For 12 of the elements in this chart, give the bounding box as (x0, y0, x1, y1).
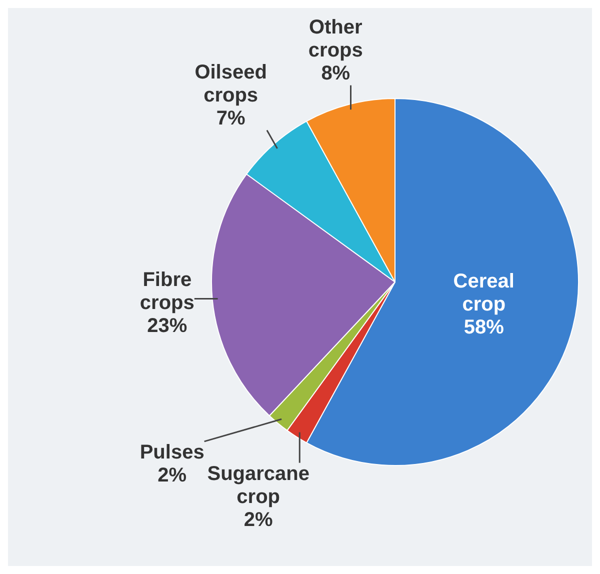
data-label: 2% (244, 508, 274, 531)
slice-label: Fibre crops (140, 269, 194, 314)
slice-label: Oilseed crops (194, 61, 267, 106)
data-label: 7% (216, 107, 246, 130)
data-label: 8% (321, 62, 350, 84)
data-label: 23% (147, 315, 188, 338)
slice-label: Cereal crop (453, 270, 514, 316)
slice-label: Sugarcane crop (207, 462, 310, 508)
slice-label: Pulses (140, 441, 204, 464)
data-label: 2% (158, 464, 187, 486)
slice-label: Other crops (308, 16, 363, 62)
data-label: 58% (464, 316, 504, 338)
